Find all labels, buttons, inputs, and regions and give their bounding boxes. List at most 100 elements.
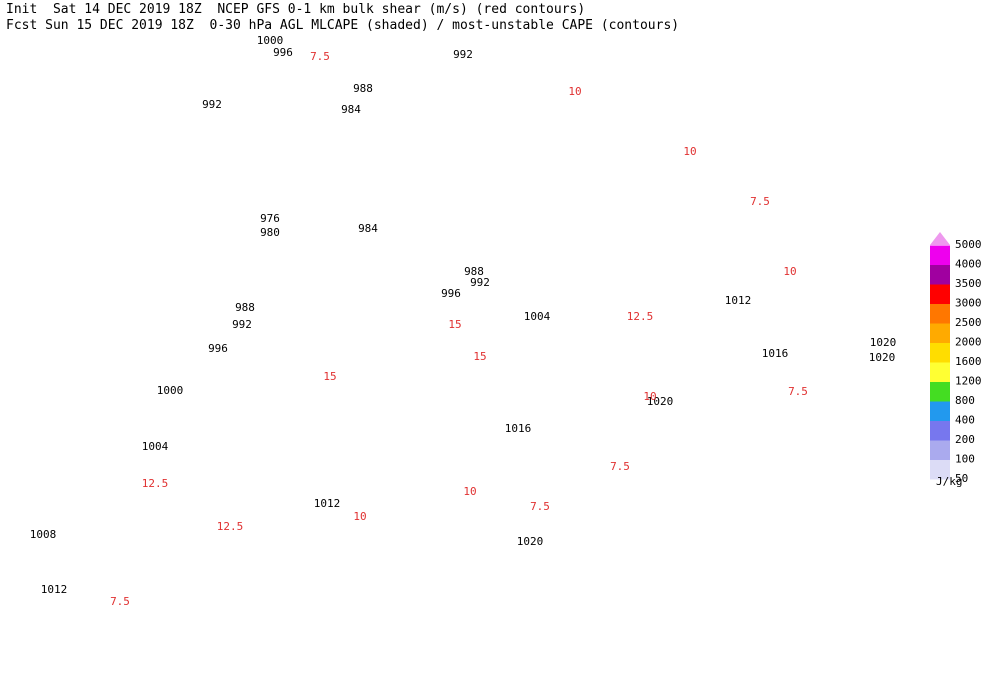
legend-label: 100: [955, 453, 975, 466]
label-bg: [353, 222, 383, 234]
isobar-label: 1020: [869, 351, 896, 364]
legend-swatch: [930, 421, 950, 441]
isobar-label: 1016: [762, 347, 789, 360]
label-bg: [348, 82, 378, 94]
label-bg: [645, 395, 675, 407]
label-bg: [436, 287, 466, 299]
legend-swatch: [930, 304, 950, 324]
isobar-label: 996: [273, 46, 293, 59]
legend-label: 3500: [955, 277, 982, 290]
label-bg: [203, 342, 233, 354]
label-bg: [28, 528, 58, 540]
shear-label: 10: [353, 510, 366, 523]
legend-label: 3000: [955, 297, 982, 310]
label-bg: [197, 98, 227, 110]
label-bg: [867, 351, 897, 363]
legend-swatch: [930, 323, 950, 343]
isobar-label: 988: [464, 265, 484, 278]
isobar-label: 976: [260, 212, 280, 225]
label-bg: [268, 46, 298, 58]
isobar-label: 1000: [157, 384, 184, 397]
isobar-label: 1012: [725, 294, 752, 307]
legend-swatch: [930, 245, 950, 265]
label-bg: [515, 535, 545, 547]
legend-label: 200: [955, 433, 975, 446]
isobar-label: 988: [235, 301, 255, 314]
label-bg: [230, 301, 260, 313]
shear-label: 12.5: [217, 520, 244, 533]
legend-swatch: [930, 265, 950, 285]
label-bg: [255, 34, 285, 46]
isobar-label: 992: [470, 276, 490, 289]
isobar-label: 1020: [647, 395, 674, 408]
label-bg: [155, 384, 185, 396]
legend: 5000 4000 3500 3000 2500 2000 1600 1200 800 400 20…: [930, 232, 982, 485]
header-line: Init Sat 14 DEC 2019 18Z NCEP GFS 0-1 km…: [6, 2, 585, 17]
label-bg: [312, 497, 342, 509]
shear-label: 15: [473, 350, 486, 363]
legend-swatch: [930, 343, 950, 363]
isobar-label: 992: [232, 318, 252, 331]
shear-label: 10: [568, 85, 581, 98]
label-bg: [227, 318, 257, 330]
shear-label: 15: [448, 318, 461, 331]
shear-label: 12.5: [142, 477, 169, 490]
legend-label: 1600: [955, 355, 982, 368]
isobar-label: 996: [208, 342, 228, 355]
legend-unit: J/kg: [936, 475, 963, 488]
legend-label: 50: [955, 472, 968, 485]
label-bg: [760, 347, 790, 359]
legend-label: 2000: [955, 336, 982, 349]
header-line: Fcst Sun 15 DEC 2019 18Z 0-30 hPa AGL ML…: [6, 18, 679, 33]
legend-swatch: [930, 382, 950, 402]
isobar-label: 1008: [30, 528, 57, 541]
isobar-label: 1012: [41, 583, 68, 596]
shear-label: 7.5: [788, 385, 808, 398]
isobar-label: 1016: [505, 422, 532, 435]
shear-label: 7.5: [110, 595, 130, 608]
legend-label: 800: [955, 394, 975, 407]
legend-arrow: [930, 232, 950, 245]
legend-swatch: [930, 401, 950, 421]
legend-swatch: [930, 460, 950, 480]
shear-label: 10: [643, 390, 656, 403]
label-bg: [503, 422, 533, 434]
isobar-label: 1012: [314, 497, 341, 510]
legend-swatch: [930, 362, 950, 382]
isobar-label: 1000: [257, 34, 284, 47]
label-bg: [39, 583, 69, 595]
isobar-label: 992: [453, 48, 473, 61]
label-bg: [459, 265, 489, 277]
legend-label: 400: [955, 414, 975, 427]
isobar-label: 988: [353, 82, 373, 95]
legend-swatch: [930, 440, 950, 460]
label-bg: [140, 440, 170, 452]
shear-label: 7.5: [610, 460, 630, 473]
shear-label: 10: [783, 265, 796, 278]
legend-label: 1200: [955, 375, 982, 388]
isobar-label: 980: [260, 226, 280, 239]
isobar-label: 1020: [517, 535, 544, 548]
shear-label: 7.5: [750, 195, 770, 208]
isobar-label: 1004: [524, 310, 551, 323]
label-bg: [522, 310, 552, 322]
label-bg: [723, 294, 753, 306]
label-bg: [255, 226, 285, 238]
shear-label: 7.5: [310, 50, 330, 63]
legend-label: 2500: [955, 316, 982, 329]
shear-label: 10: [683, 145, 696, 158]
label-bg: [448, 48, 478, 60]
isobar-label: 1020: [870, 336, 897, 349]
legend-swatch: [930, 284, 950, 304]
shear-label: 10: [463, 485, 476, 498]
isobar-label: 1004: [142, 440, 169, 453]
shear-label: 15: [323, 370, 336, 383]
isobar-label: 992: [202, 98, 222, 111]
shear-label: 7.5: [530, 500, 550, 513]
label-bg: [255, 212, 285, 224]
isobar-label: 984: [341, 103, 361, 116]
legend-label: 5000: [955, 238, 982, 251]
isobar-label: 996: [441, 287, 461, 300]
